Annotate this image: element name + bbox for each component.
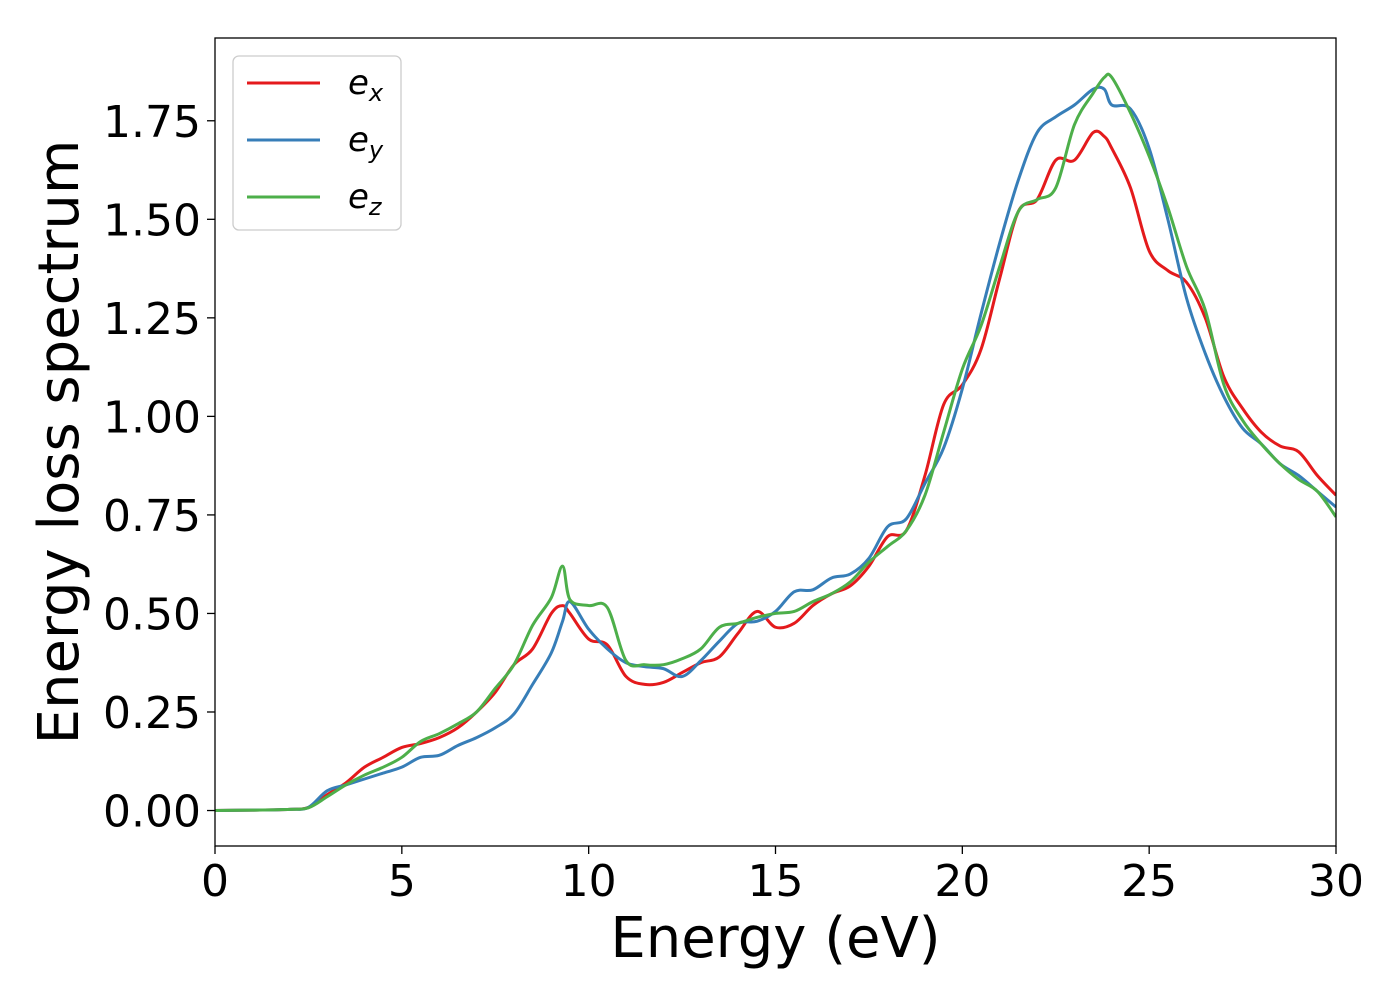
y-tick-label: 0.50	[103, 589, 201, 640]
x-tick-label: 30	[1308, 856, 1364, 907]
legend-label: ex	[348, 63, 384, 107]
legend-label: ey	[348, 120, 384, 164]
y-tick-label: 1.25	[103, 294, 201, 345]
x-tick-label: 15	[748, 856, 804, 907]
x-axis-label: Energy (eV)	[610, 906, 940, 971]
y-tick-label: 0.75	[103, 491, 201, 542]
y-tick-label: 0.25	[103, 688, 201, 739]
x-tick-label: 5	[388, 856, 416, 907]
x-tick-label: 0	[201, 856, 229, 907]
series-line-e-y	[215, 85, 1336, 813]
legend-box	[232, 55, 402, 231]
y-tick-label: 1.75	[103, 97, 201, 148]
plot-area	[215, 72, 1336, 813]
legend-label: ez	[348, 177, 383, 221]
series-line-e-x	[215, 129, 1336, 813]
x-tick-label: 10	[561, 856, 617, 907]
y-axis-label: Energy loss spectrum	[27, 140, 92, 745]
legend: ex ey ez	[232, 55, 402, 231]
x-tick-label: 20	[934, 856, 990, 907]
y-tick-label: 1.00	[103, 392, 201, 443]
axes: 0 5 10 15 20 25 30 0.00 0.25 0.50 0.75 1.00 1.25 1.50…	[103, 37, 1364, 907]
series-line-e-z	[215, 72, 1336, 813]
y-tick-label: 0.00	[103, 787, 201, 838]
x-tick-label: 25	[1121, 856, 1177, 907]
y-tick-label: 1.50	[103, 195, 201, 246]
